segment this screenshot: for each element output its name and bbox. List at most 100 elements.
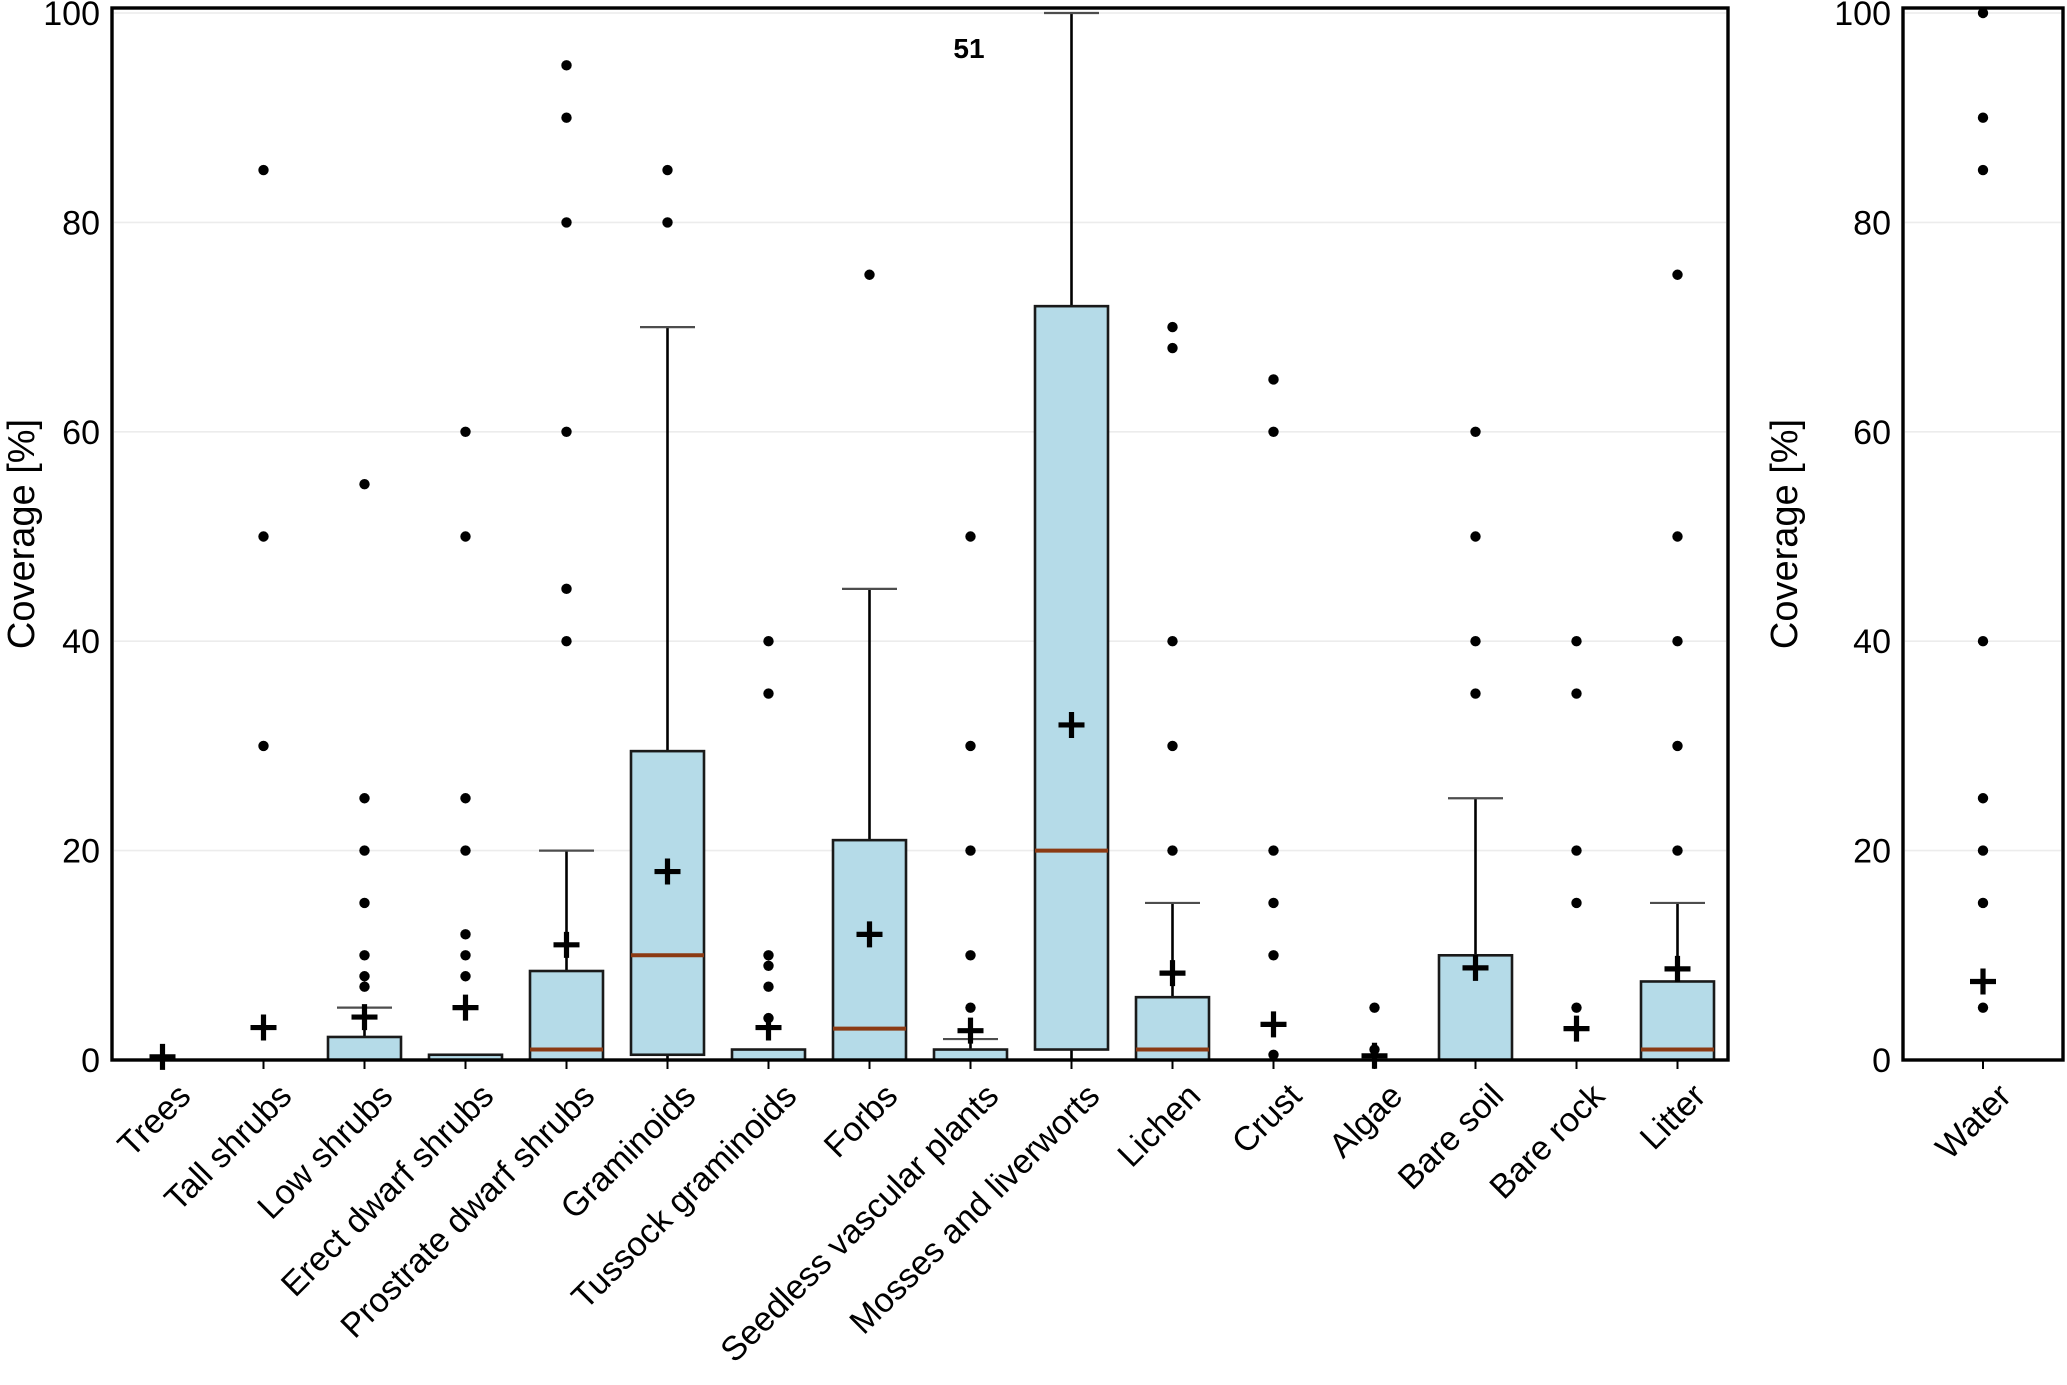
boxplot-panel-water: 0 20 40 60 80 100 Water — [1834, 0, 2065, 1167]
outlier-dot — [561, 60, 572, 71]
box — [326, 1035, 403, 1062]
x-tick-label: Trees — [111, 1077, 198, 1164]
outlier-dot — [359, 981, 370, 992]
outlier-dot — [1977, 7, 1989, 19]
mean-marker — [1462, 954, 1489, 981]
y-tick-label: 60 — [62, 414, 100, 452]
mean-marker — [250, 1014, 277, 1041]
y-axis-title-main: Coverage [%] — [1, 419, 43, 649]
outlier-dot — [460, 426, 471, 437]
outlier-dot — [1571, 636, 1582, 647]
outlier-dot — [359, 950, 370, 961]
mean-marker — [1563, 1015, 1590, 1042]
outlier-dot — [1672, 269, 1683, 280]
mean-marker — [1664, 955, 1691, 982]
outlier-dot — [965, 1002, 976, 1013]
outlier-dot — [1571, 688, 1582, 699]
outlier-dot — [561, 426, 572, 437]
y-tick-label: 40 — [62, 623, 100, 661]
outlier-dot — [460, 950, 471, 961]
outlier-dot — [1977, 793, 1989, 804]
y-tick-label: 20 — [1853, 833, 1891, 871]
x-tick-label: Litter — [1633, 1077, 1713, 1157]
y-tick-label: 40 — [1853, 623, 1891, 661]
box — [1033, 304, 1110, 1051]
outlier-dot — [1470, 531, 1481, 542]
outlier-dot — [1672, 636, 1683, 647]
outlier-dot — [1470, 688, 1481, 699]
outlier-dot — [1167, 636, 1178, 647]
mean-marker — [1260, 1011, 1287, 1038]
outlier-dot — [561, 217, 572, 228]
y-tick-label: 0 — [1872, 1042, 1891, 1080]
outlier-dot — [359, 971, 370, 982]
mean-marker — [351, 1004, 378, 1031]
outlier-dot — [1672, 845, 1683, 856]
outlier-dot — [258, 531, 269, 542]
outlier-dot — [1672, 740, 1683, 752]
outlier-dot — [763, 688, 774, 699]
outlier-dot — [763, 950, 774, 961]
outlier-dot — [1977, 636, 1989, 647]
outlier-dot — [1977, 845, 1989, 856]
y-tick-label: 80 — [62, 204, 100, 242]
outlier-dot — [1672, 531, 1683, 542]
outlier-dot — [1268, 426, 1279, 437]
outlier-dot — [460, 845, 471, 856]
y-tick-label: 0 — [81, 1042, 100, 1080]
outlier-dot — [1268, 845, 1279, 856]
mean-marker — [654, 858, 681, 885]
annotation-51: 51 — [953, 33, 984, 64]
outlier-dot — [662, 217, 673, 228]
y-tick-label: 20 — [62, 833, 100, 871]
outlier-dot — [460, 531, 471, 542]
outlier-dot — [1369, 1002, 1380, 1013]
outlier-dot — [258, 740, 269, 752]
y-tick-label: 80 — [1853, 204, 1891, 242]
outlier-dot — [1977, 112, 1989, 123]
box — [629, 749, 706, 1057]
outlier-dot — [864, 269, 875, 280]
x-tick-label: Lichen — [1110, 1077, 1208, 1175]
outlier-dot — [460, 793, 471, 804]
y-axis-title-water: Coverage [%] — [1764, 419, 1806, 649]
outlier-dot — [561, 112, 572, 123]
y-tick-label: 100 — [43, 0, 100, 33]
outlier-dot — [662, 164, 673, 176]
y-tick-label: 60 — [1853, 414, 1891, 452]
outlier-dot — [1167, 321, 1178, 333]
panel-frame — [1901, 6, 2065, 1062]
outlier-dot — [460, 971, 471, 982]
mean-marker — [1058, 711, 1085, 738]
box — [528, 969, 605, 1062]
outlier-dot — [561, 583, 572, 595]
y-tick-label: 100 — [1834, 0, 1891, 33]
outlier-dot — [1977, 1002, 1989, 1013]
outlier-dot — [1571, 845, 1582, 856]
outlier-dot — [763, 960, 774, 971]
mean-marker — [1159, 960, 1186, 987]
outlier-dot — [561, 636, 572, 647]
outlier-dot — [258, 164, 269, 176]
mean-marker — [856, 921, 883, 948]
mean-marker — [755, 1014, 782, 1041]
outlier-dot — [1470, 426, 1481, 437]
box — [1639, 980, 1716, 1062]
outlier-dot — [965, 950, 976, 961]
outlier-dot — [1268, 374, 1279, 385]
outlier-dot — [1977, 897, 1989, 909]
panel-frame — [110, 6, 1730, 1062]
outlier-dot — [965, 845, 976, 856]
outlier-dot — [1268, 1049, 1279, 1060]
outlier-dot — [1268, 950, 1279, 961]
outlier-dot — [359, 793, 370, 804]
outlier-dot — [1571, 1002, 1582, 1013]
outlier-dot — [359, 897, 370, 909]
mean-marker — [957, 1017, 984, 1044]
outlier-dot — [1167, 845, 1178, 856]
outlier-dot — [965, 531, 976, 542]
x-tick-label: Crust — [1225, 1076, 1310, 1161]
